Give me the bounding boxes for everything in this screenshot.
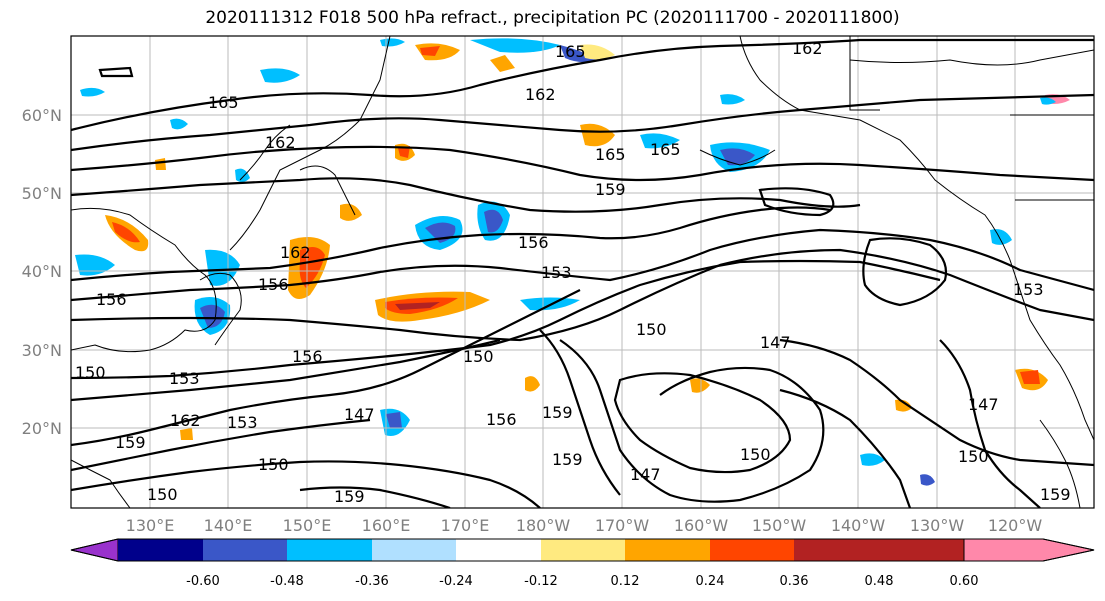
lon-label: 170°W <box>595 516 650 535</box>
contour-label: 162 <box>170 411 201 430</box>
lat-label: 40°N <box>22 262 62 281</box>
coastlines <box>71 36 1094 508</box>
colorbar-tick-label: 0.36 <box>780 574 809 589</box>
lon-label: 170°E <box>441 516 490 535</box>
colorbar-segment <box>456 539 541 561</box>
latitude-labels: 20°N 30°N 40°N 50°N 60°N <box>22 106 62 438</box>
contour-label: 165 <box>208 93 239 112</box>
lon-label: 130°W <box>910 516 965 535</box>
contour-label: 153 <box>541 263 572 282</box>
contour-label: 156 <box>258 275 289 294</box>
colorbar-segment <box>794 539 879 561</box>
colorbar-segment <box>372 539 457 561</box>
lon-label: 160°W <box>674 516 729 535</box>
contour-label: 150 <box>258 455 289 474</box>
lon-label: 160°E <box>362 516 411 535</box>
contour-label: 156 <box>292 347 323 366</box>
contour-label: 150 <box>147 485 178 504</box>
colorbar-segment <box>879 539 964 561</box>
colorbar-segment <box>203 539 288 561</box>
colorbar-extend-low <box>70 538 119 562</box>
lon-label: 130°E <box>126 516 175 535</box>
contour-label: 159 <box>595 180 626 199</box>
contour-label: 162 <box>265 133 296 152</box>
colorbar-tick-label: 0.12 <box>611 574 640 589</box>
contour-label: 150 <box>463 347 494 366</box>
contour-label: 153 <box>1013 280 1044 299</box>
colorbar-extend-high <box>963 538 1095 562</box>
colorbar-tick-label: -0.48 <box>270 574 304 589</box>
lon-label: 150°W <box>752 516 807 535</box>
contour-label: 159 <box>1040 485 1071 504</box>
colorbar-tick-label: 0.60 <box>950 574 979 589</box>
contour-label: 162 <box>792 39 823 58</box>
contour-lines <box>71 38 1094 508</box>
colorbar-tick-label: 0.48 <box>865 574 894 589</box>
colorbar-tick-label: -0.12 <box>524 574 558 589</box>
colorbar-tick-label: -0.24 <box>439 574 473 589</box>
longitude-labels: 130°E 140°E 150°E 160°E 170°E 180°W 170°… <box>126 516 1043 535</box>
colorbar-tick-label: 0.24 <box>696 574 725 589</box>
lon-label: 150°E <box>283 516 332 535</box>
contour-label: 147 <box>344 405 375 424</box>
contour-label: 159 <box>552 450 583 469</box>
contour-label: 165 <box>650 140 681 159</box>
contour-label: 147 <box>968 395 999 414</box>
lon-label: 120°W <box>988 516 1043 535</box>
contour-label: 165 <box>595 145 626 164</box>
lat-label: 20°N <box>22 419 62 438</box>
contour-label: 150 <box>75 363 106 382</box>
colorbar-segment <box>541 539 626 561</box>
contour-label: 159 <box>115 433 146 452</box>
contour-label: 150 <box>636 320 667 339</box>
contour-label: 147 <box>760 333 791 352</box>
contour-label: 153 <box>227 413 258 432</box>
contour-label: 156 <box>96 290 127 309</box>
contour-label: 150 <box>740 445 771 464</box>
colorbar-tick-label: -0.36 <box>355 574 389 589</box>
colorbar-tick-label: -0.60 <box>186 574 220 589</box>
lat-label: 30°N <box>22 341 62 360</box>
map-title: 2020111312 F018 500 hPa refract., precip… <box>205 8 900 28</box>
colorbar: -0.60 -0.48 -0.36 -0.24 -0.12 0.12 0.24 … <box>70 538 1095 589</box>
lon-label: 180°W <box>516 516 571 535</box>
colorbar-segment <box>118 539 203 561</box>
contour-label: 162 <box>525 85 556 104</box>
colorbar-segment <box>625 539 710 561</box>
map-frame <box>70 35 1095 509</box>
contour-label: 162 <box>280 243 311 262</box>
contour-label: 150 <box>958 447 989 466</box>
lat-label: 50°N <box>22 184 62 203</box>
contour-label: 147 <box>630 465 661 484</box>
contour-label: 153 <box>169 369 200 388</box>
contour-label: 159 <box>334 487 365 506</box>
contour-label-group: 165 162 162 165 159 165 162 165 156 162 … <box>75 39 1071 506</box>
colorbar-ticks: -0.60 -0.48 -0.36 -0.24 -0.12 0.12 0.24 … <box>186 574 978 589</box>
contour-label: 165 <box>555 42 586 61</box>
colorbar-segment <box>710 539 795 561</box>
colorbar-segment <box>287 539 372 561</box>
contour-label: 156 <box>518 233 549 252</box>
contour-label: 156 <box>486 410 517 429</box>
lon-label: 140°W <box>831 516 886 535</box>
lat-label: 60°N <box>22 106 62 125</box>
lon-label: 140°E <box>204 516 253 535</box>
contour-label: 159 <box>542 403 573 422</box>
